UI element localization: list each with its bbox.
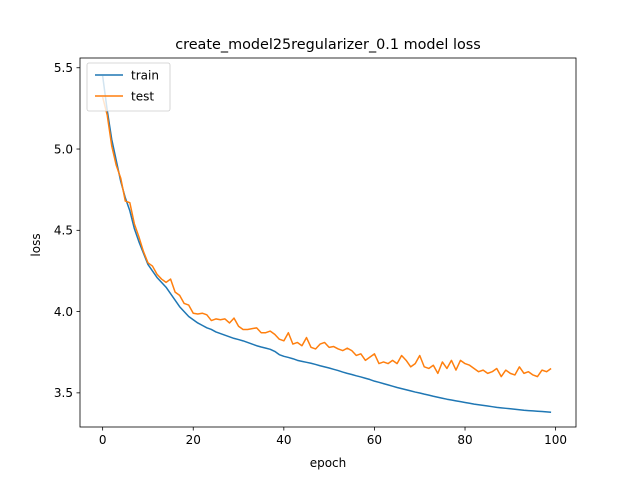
x-tick-label: 0 [99, 433, 107, 447]
y-axis-label: loss [29, 233, 43, 256]
legend: train test [86, 62, 171, 112]
axes-frame [79, 57, 577, 428]
legend-label-test: test [131, 89, 154, 103]
x-tick-label: 100 [544, 433, 567, 447]
y-tick-label: 5.5 [54, 61, 73, 75]
series-line-test [101, 96, 552, 378]
x-tick-label: 40 [276, 433, 291, 447]
x-tick-label: 20 [186, 433, 201, 447]
y-tick-label: 4.5 [54, 224, 73, 238]
x-axis-label: epoch [310, 456, 347, 470]
x-tick-label: 60 [367, 433, 382, 447]
x-tick-label: 80 [457, 433, 472, 447]
plot-area [80, 58, 576, 427]
y-tick-label: 4.0 [54, 305, 73, 319]
legend-label-train: train [131, 68, 159, 82]
y-tick-label: 5.0 [54, 142, 73, 156]
y-tick-label: 3.5 [54, 386, 73, 400]
series-line-train [101, 75, 552, 413]
chart-title: create_model25regularizer_0.1 model loss [175, 37, 481, 53]
